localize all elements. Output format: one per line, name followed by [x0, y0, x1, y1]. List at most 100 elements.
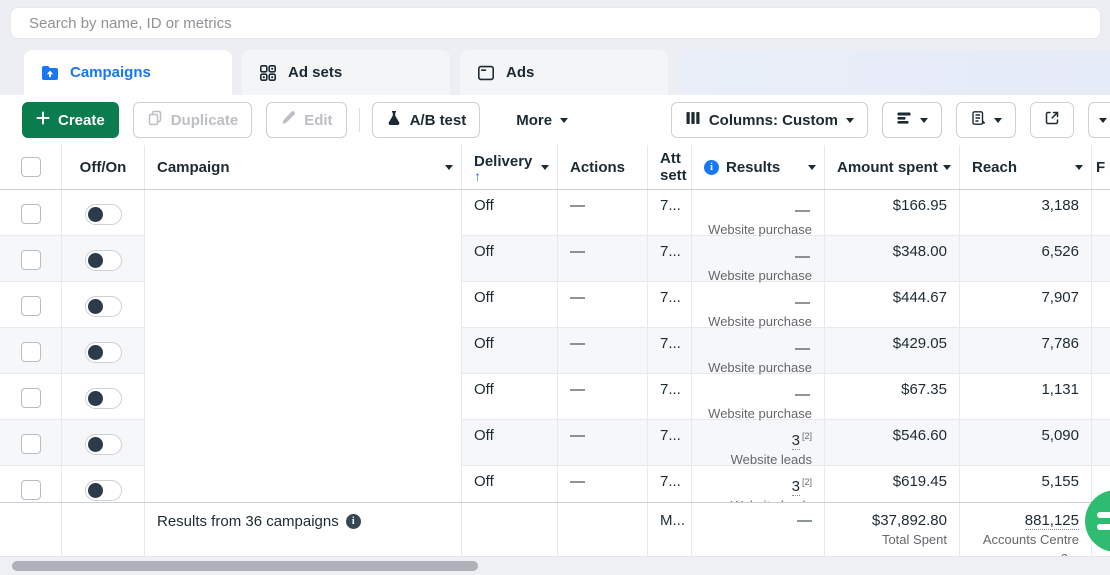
create-button[interactable]: Create — [22, 102, 119, 138]
column-attribution[interactable]: Att sett — [648, 145, 692, 189]
campaign-toggle[interactable] — [84, 249, 122, 271]
toggle-knob — [87, 206, 103, 222]
info-icon[interactable]: i — [345, 514, 361, 529]
tab-ad-sets[interactable]: Ad sets — [242, 50, 450, 95]
more-options-button[interactable] — [1088, 102, 1110, 138]
campaign-toggle[interactable] — [84, 433, 122, 455]
actions-cell: — — [558, 374, 648, 422]
attribution-cell: 7... — [648, 236, 692, 284]
column-delivery[interactable]: Delivery ↑ — [462, 145, 558, 189]
campaign-name-cell[interactable] — [145, 190, 462, 238]
chevron-down-icon — [1075, 165, 1083, 170]
duplicate-icon — [147, 110, 163, 130]
column-campaign[interactable]: Campaign — [145, 145, 462, 189]
duplicate-label: Duplicate — [170, 111, 239, 129]
amount-spent-cell: $67.35 — [825, 374, 960, 422]
frequency-cell — [1092, 190, 1110, 238]
reports-button[interactable] — [956, 102, 1016, 138]
results-value-link[interactable]: 3 — [791, 478, 800, 496]
campaign-name-cell[interactable] — [145, 282, 462, 330]
frequency-cell — [1092, 282, 1110, 330]
row-checkbox[interactable] — [20, 296, 41, 316]
actions-cell: — — [558, 420, 648, 468]
reports-icon — [970, 110, 986, 130]
chevron-down-icon — [808, 165, 816, 170]
tab-ads[interactable]: Ads — [460, 50, 668, 95]
campaign-toggle[interactable] — [84, 387, 122, 409]
breakdown-button[interactable] — [882, 102, 942, 138]
amount-spent-cell: $546.60 — [825, 420, 960, 468]
reach-cell: 1,131 — [960, 374, 1092, 422]
table-row: Off — 7... — Website purchase $348.00 6,… — [0, 236, 1110, 284]
column-frequency[interactable]: F — [1096, 158, 1106, 176]
toggle-knob — [87, 436, 103, 452]
toggle-knob — [87, 482, 103, 498]
tab-campaigns[interactable]: Campaigns — [24, 50, 232, 95]
edit-button[interactable]: Edit — [266, 102, 347, 138]
header-checkbox-cell — [0, 145, 62, 189]
column-reach[interactable]: Reach — [960, 145, 1092, 189]
chevron-down-icon — [920, 117, 928, 123]
row-checkbox[interactable] — [20, 204, 41, 224]
toggle-knob — [87, 252, 103, 268]
table-row: Off — 7... — Website purchase $444.67 7,… — [0, 282, 1110, 330]
table-row: Off — 7... — Website purchase $429.05 7,… — [0, 328, 1110, 376]
row-checkbox[interactable] — [20, 388, 41, 408]
row-checkbox[interactable] — [20, 342, 41, 362]
campaign-name-cell[interactable] — [145, 466, 462, 502]
actions-cell: — — [558, 190, 648, 238]
actions-cell: — — [558, 328, 648, 376]
columns-icon — [685, 110, 701, 130]
table-row: Off — 7... 3 [2] Website leads $546.60 5,… — [0, 420, 1110, 468]
create-label: Create — [58, 111, 105, 129]
row-checkbox[interactable] — [20, 250, 41, 270]
search-input[interactable]: Search by name, ID or metrics — [10, 7, 1101, 39]
results-cell: — Website purchase — [692, 236, 825, 284]
row-checkbox[interactable] — [20, 434, 41, 454]
campaign-name-cell[interactable] — [145, 236, 462, 284]
chevron-down-icon — [445, 165, 453, 170]
more-button[interactable]: More — [508, 102, 577, 138]
search-placeholder: Search by name, ID or metrics — [29, 14, 232, 32]
results-value-link[interactable]: 3 — [791, 432, 800, 450]
toggle-knob — [87, 298, 103, 314]
sort-ascending-icon: ↑ — [474, 167, 481, 184]
amount-spent-cell: $348.00 — [825, 236, 960, 284]
campaign-toggle[interactable] — [84, 479, 122, 501]
campaign-name-cell[interactable] — [145, 420, 462, 468]
toggle-knob — [87, 390, 103, 406]
columns-button[interactable]: Columns: Custom — [670, 102, 868, 138]
table-summary-row: Results from 36 campaigns i M... — $37,8… — [0, 502, 1110, 565]
row-checkbox[interactable] — [20, 480, 41, 500]
column-results[interactable]: i Results — [692, 145, 825, 189]
frequency-cell — [1092, 420, 1110, 468]
delivery-cell: Off — [462, 282, 558, 330]
reach-total-link[interactable]: 881,125 — [1024, 512, 1079, 530]
plus-icon — [36, 111, 50, 129]
column-amount-spent[interactable]: Amount spent — [825, 145, 960, 189]
actions-cell: — — [558, 466, 648, 502]
ab-test-button[interactable]: A/B test — [371, 102, 481, 138]
flask-icon — [386, 110, 402, 130]
frequency-cell — [1092, 328, 1110, 376]
campaign-name-cell[interactable] — [145, 328, 462, 376]
campaign-toggle[interactable] — [84, 203, 122, 225]
edit-label: Edit — [304, 111, 333, 129]
campaign-toggle[interactable] — [84, 341, 122, 363]
duplicate-button[interactable]: Duplicate — [132, 102, 253, 138]
attribution-cell: 7... — [648, 282, 692, 330]
campaign-toggle[interactable] — [84, 295, 122, 317]
footer-checkbox-cell — [0, 503, 62, 565]
results-cell: 3[2] Website leads — [692, 420, 825, 468]
reach-cell: 7,786 — [960, 328, 1092, 376]
campaigns-folder-icon — [40, 63, 60, 83]
toolbar-divider — [358, 108, 360, 132]
select-all-checkbox[interactable] — [20, 157, 41, 177]
results-cell: — Website purchase — [692, 282, 825, 330]
export-button[interactable] — [1030, 102, 1074, 138]
horizontal-scrollbar-thumb[interactable] — [12, 561, 478, 571]
ab-test-label: A/B test — [409, 111, 467, 129]
table-body: Off — 7... — Website purchase $166.95 3,… — [0, 190, 1110, 502]
column-actions[interactable]: Actions — [558, 145, 648, 189]
campaign-name-cell[interactable] — [145, 374, 462, 422]
